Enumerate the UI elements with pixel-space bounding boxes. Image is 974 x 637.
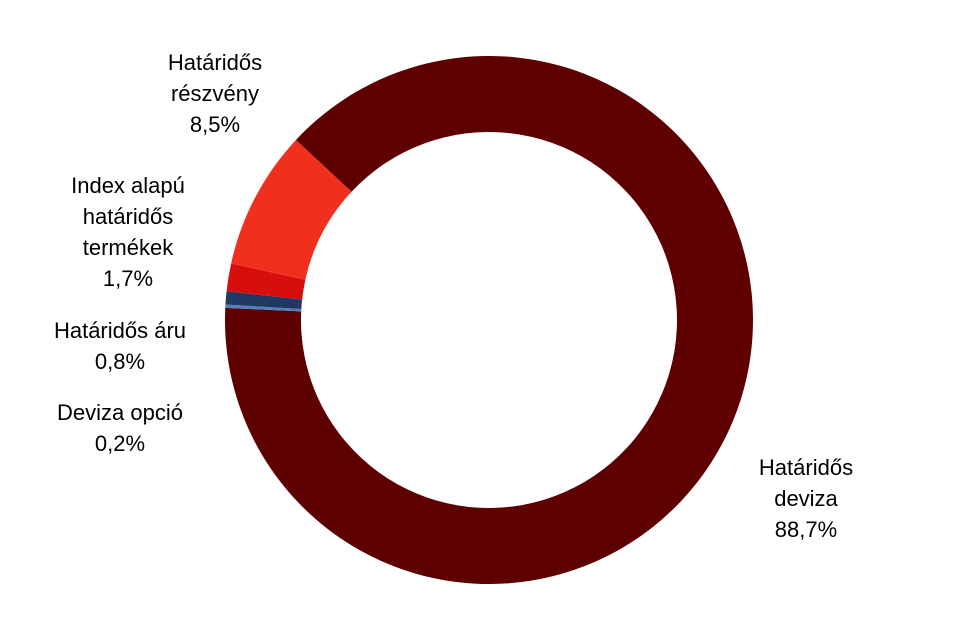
value-label: 88,7% bbox=[774, 517, 838, 542]
value-label: 0,8% bbox=[94, 349, 146, 374]
donut-segment bbox=[231, 139, 352, 280]
slice-label: Határidős részvény 8,5% bbox=[150, 47, 280, 140]
category: Határidős deviza bbox=[758, 455, 854, 511]
category: Deviza opció bbox=[57, 400, 183, 425]
category: Index alapú határidős termékek bbox=[71, 173, 185, 260]
donut-segment bbox=[225, 56, 754, 585]
value-label: 0,2% bbox=[94, 431, 146, 456]
slice-label: Határidős áru 0,8% bbox=[35, 315, 205, 377]
donut-segment bbox=[226, 263, 306, 300]
donut-segment bbox=[225, 304, 302, 312]
category: Határidős áru bbox=[53, 318, 187, 343]
slice-label: Index alapú határidős termékek 1,7% bbox=[48, 170, 208, 294]
category: Határidős részvény bbox=[167, 50, 263, 106]
slice-label: Deviza opció 0,2% bbox=[35, 397, 205, 459]
value-label: 1,7% bbox=[102, 266, 154, 291]
value-label: 8,5% bbox=[189, 112, 241, 137]
slice-label: Határidős deviza 88,7% bbox=[736, 452, 876, 545]
donut-segment bbox=[225, 291, 303, 309]
